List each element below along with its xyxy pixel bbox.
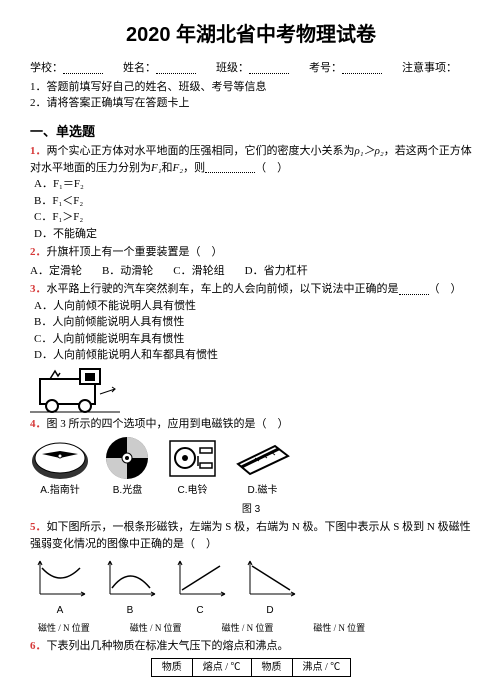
q5-figures: A B C D [30,556,472,618]
graph-c-icon [170,556,230,601]
card-icon [230,436,295,481]
table-header-4: 沸点 / ℃ [292,659,351,677]
q4-caption: 图 3 [30,502,472,517]
qnum-3: 3． [30,283,47,295]
q2-option-a: A．定滑轮 [30,263,82,280]
q3-figure-icon [30,364,120,414]
note-1: 1．答题前填写好自己的姓名、班级、考号等信息 [30,79,472,96]
q5-fig-d: D [240,556,300,618]
question-1: 1．两个实心正方体对水平地面的压强相同，它们的密度大小关系为ρ₁＞ρ₂，若这两个… [30,143,472,176]
q4-fig-b: B.光盘 [100,436,155,498]
compass-icon [30,436,90,481]
graph-d-icon [240,556,300,601]
qnum-6: 6． [30,640,47,652]
q2-option-d: D．省力杠杆 [245,263,308,280]
q3-option-b: B．人向前倾能说明人具有惯性 [34,314,472,331]
graph-b-icon [100,556,160,601]
q2-option-b: B．动滑轮 [102,263,153,280]
q1-option-a: A．F₁＝F₂ [34,176,472,193]
graph-a-icon [30,556,90,601]
q4-fig-c: C.电铃 [165,436,220,498]
class-label: 班级： [216,60,289,77]
school-label: 学校： [30,60,103,77]
question-4: 4．图 3 所示的四个选项中，应用到电磁铁的是（ ） [30,416,472,433]
q1-option-c: C．F₁＞F₂ [34,209,472,226]
q5-fig-a: A [30,556,90,618]
notes: 1．答题前填写好自己的姓名、班级、考号等信息 2．请将答案正确填写在答题卡上 [30,79,472,112]
table-header-2: 熔点 / ℃ [192,659,251,677]
exam-label: 考号： [309,60,382,77]
question-5: 5．如下图所示，一根条形磁铁，左端为 S 极，右端为 N 极。下图中表示从 S … [30,519,472,552]
name-label: 姓名： [123,60,196,77]
question-6: 6．下表列出几种物质在标准大气压下的熔点和沸点。 [30,638,472,655]
qnum-4: 4． [30,418,47,430]
q5-axis-labels: 磁性 / N 位置 磁性 / N 位置 磁性 / N 位置 磁性 / N 位置 [38,622,472,636]
note-2: 2．请将答案正确填写在答题卡上 [30,95,472,112]
page-title: 2020 年湖北省中考物理试卷 [30,20,472,50]
q4-fig-a: A.指南针 [30,436,90,498]
qnum-1: 1． [30,145,47,157]
table-header-3: 物质 [251,659,292,677]
qnum-5: 5． [30,521,47,533]
q3-option-a: A．人向前倾不能说明人具有惯性 [34,298,472,315]
q4-fig-d: D.磁卡 [230,436,295,498]
section-header: 一、单选题 [30,122,472,142]
q1-option-b: B．F₁＜F₂ [34,193,472,210]
info-row: 学校： 姓名： 班级： 考号： 注意事项： [30,60,472,77]
question-3: 3．水平路上行驶的汽车突然刹车，车上的人会向前倾，以下说法中正确的是（ ） [30,281,472,298]
notice-label: 注意事项： [402,60,457,77]
q3-option-c: C．人向前倾能说明车具有惯性 [34,331,472,348]
table-header-1: 物质 [151,659,192,677]
cd-icon [100,436,155,481]
q5-fig-b: B [100,556,160,618]
q4-figures: A.指南针 B.光盘 C.电铃 D.磁卡 [30,436,472,498]
q2-option-c: C．滑轮组 [173,263,224,280]
q2-options: A．定滑轮 B．动滑轮 C．滑轮组 D．省力杠杆 [30,263,472,280]
question-2: 2．升旗杆顶上有一个重要装置是（ ） [30,244,472,261]
q1-option-d: D．不能确定 [34,226,472,243]
q6-table: 物质 熔点 / ℃ 物质 沸点 / ℃ [151,658,352,677]
q5-fig-c: C [170,556,230,618]
q3-option-d: D．人向前倾能说明人和车都具有惯性 [34,347,472,364]
qnum-2: 2． [30,246,47,258]
bell-icon [165,436,220,481]
